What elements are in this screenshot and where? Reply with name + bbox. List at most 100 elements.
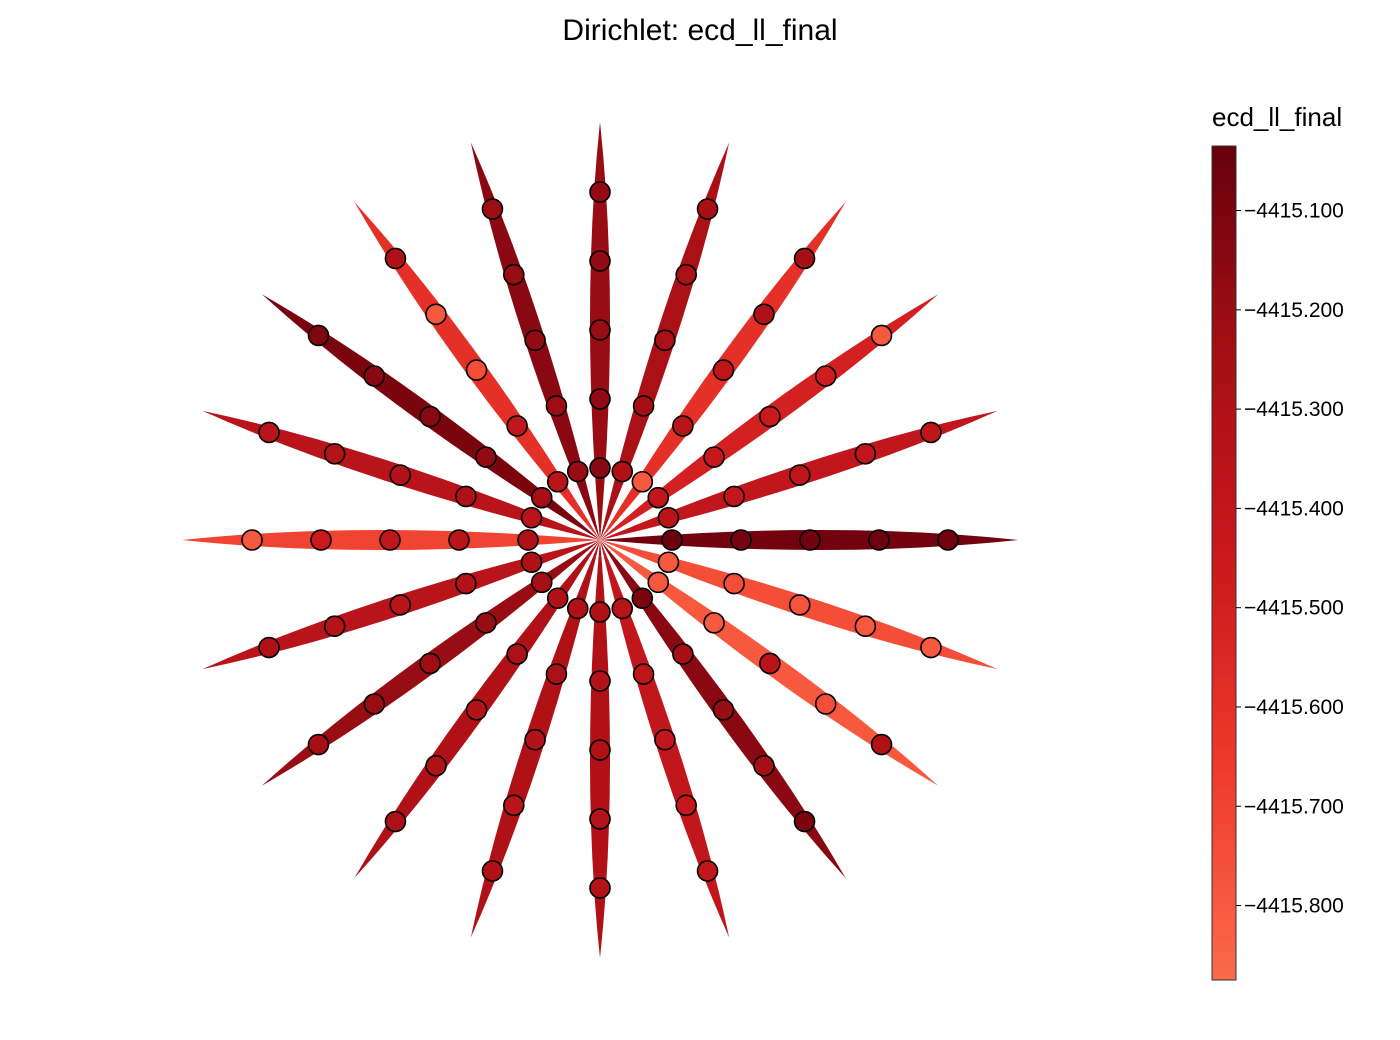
data-point	[703, 612, 725, 634]
data-point	[502, 263, 525, 286]
data-point	[712, 359, 735, 381]
data-point	[475, 446, 497, 468]
data-point	[379, 529, 401, 551]
data-point	[870, 324, 893, 347]
data-point	[455, 485, 477, 508]
data-point	[788, 464, 811, 486]
data-point	[647, 486, 670, 509]
data-point	[520, 506, 543, 529]
data-point	[258, 421, 280, 444]
data-point	[589, 457, 611, 479]
data-point	[759, 652, 781, 675]
colorbar-tick-label: −4415.200	[1244, 299, 1344, 322]
data-point	[854, 615, 877, 638]
colorbar-tick-label: −4415.800	[1244, 895, 1344, 918]
data-point	[854, 442, 877, 465]
data-point	[788, 594, 811, 616]
data-point	[425, 754, 447, 777]
data-point	[475, 612, 497, 634]
data-point	[465, 359, 488, 381]
data-point	[589, 250, 611, 272]
data-point	[657, 506, 680, 529]
data-point	[530, 571, 553, 594]
data-point	[389, 464, 412, 486]
data-point	[793, 810, 816, 833]
data-point	[589, 601, 611, 623]
data-point	[589, 670, 611, 692]
data-point	[799, 529, 821, 551]
data-point	[363, 365, 386, 387]
data-point	[696, 198, 719, 220]
data-point	[546, 470, 569, 493]
data-point	[589, 388, 611, 410]
data-point	[517, 529, 539, 551]
data-point	[530, 486, 553, 509]
point-layer	[241, 181, 959, 899]
data-point	[759, 405, 781, 428]
data-point	[589, 808, 611, 830]
data-point	[672, 415, 694, 437]
data-point	[589, 877, 611, 899]
data-point	[241, 529, 263, 551]
data-point	[654, 329, 676, 352]
data-point	[723, 485, 745, 508]
data-point	[384, 247, 407, 270]
data-point	[937, 529, 959, 551]
data-point	[793, 247, 816, 270]
data-point	[546, 587, 569, 610]
colorbar-tick-label: −4415.300	[1244, 398, 1344, 421]
data-point	[465, 699, 488, 721]
petal-layer	[182, 122, 1018, 958]
data-point	[870, 733, 893, 756]
data-point	[545, 395, 568, 417]
data-point	[675, 263, 698, 286]
data-point	[814, 693, 837, 715]
data-point	[481, 860, 504, 882]
data-point	[258, 636, 280, 659]
colorbar-tick-label: −4415.500	[1244, 597, 1344, 620]
data-point	[814, 365, 837, 387]
data-point	[520, 551, 543, 574]
data-point	[654, 728, 676, 751]
data-point	[425, 303, 447, 326]
data-point	[868, 529, 890, 551]
data-point	[589, 181, 611, 203]
data-point	[753, 303, 775, 326]
data-point	[323, 615, 346, 638]
data-point	[310, 529, 332, 551]
data-point	[611, 460, 634, 483]
data-point	[730, 529, 752, 551]
data-point	[647, 571, 670, 594]
data-point	[920, 421, 942, 444]
colorbar-ticks: −4415.100 −4415.200 −4415.300 −4415.400 −441…	[1236, 200, 1344, 918]
data-point	[696, 860, 719, 882]
data-point	[631, 587, 654, 610]
data-point	[566, 460, 589, 483]
data-point	[455, 572, 477, 595]
colorbar-tick-label: −4415.600	[1244, 696, 1344, 719]
colorbar-tick-label: −4415.400	[1244, 497, 1344, 520]
data-point	[657, 551, 680, 574]
colorbar: ecd_ll_final −4415.100 −4415.200 −4415.300…	[1211, 102, 1344, 981]
data-point	[632, 663, 655, 685]
colorbar-tick-label: −4415.700	[1244, 795, 1344, 818]
data-point	[661, 529, 683, 551]
chart-title: Dirichlet: ecd_ll_final	[562, 14, 837, 47]
data-point	[632, 395, 655, 417]
data-point	[389, 594, 412, 616]
data-point	[419, 405, 441, 428]
data-point	[675, 794, 698, 817]
data-point	[723, 572, 745, 595]
data-point	[307, 324, 330, 347]
data-point	[611, 597, 634, 620]
data-point	[363, 693, 386, 715]
data-point	[545, 663, 568, 685]
data-point	[524, 329, 546, 352]
data-point	[524, 728, 546, 751]
data-point	[419, 652, 441, 675]
data-point	[753, 754, 775, 777]
data-point	[506, 643, 528, 665]
data-point	[589, 319, 611, 341]
data-point	[384, 810, 407, 833]
